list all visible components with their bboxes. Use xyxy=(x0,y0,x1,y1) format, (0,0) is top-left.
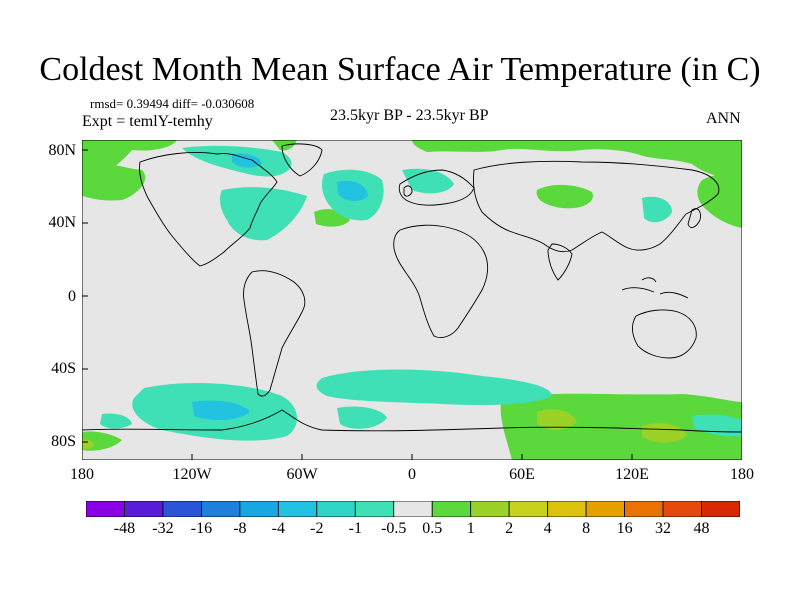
colorbar-swatch xyxy=(508,501,549,517)
colorbar-label: 8 xyxy=(582,520,591,537)
negative-anomaly-region xyxy=(337,406,387,429)
x-tick-label: 180 xyxy=(70,466,94,483)
x-tick-label: 60W xyxy=(286,466,318,483)
negative-anomaly-region xyxy=(402,168,454,194)
anomaly-patches xyxy=(82,140,742,460)
colorbar-label: -48 xyxy=(113,520,136,537)
colorbar-swatch xyxy=(124,501,164,517)
positive-anomaly-region xyxy=(697,173,742,228)
negative-anomaly-region xyxy=(642,196,672,223)
colorbar-label: 32 xyxy=(655,520,672,537)
world-temperature-map xyxy=(82,140,742,460)
x-tick-label: 120E xyxy=(615,466,649,483)
colorbar-label: 1 xyxy=(466,520,475,537)
colorbar-swatch xyxy=(585,501,625,517)
colorbar-swatch xyxy=(624,501,664,517)
coastline-indonesia xyxy=(621,277,689,299)
colorbar-swatch xyxy=(662,501,702,517)
colorbar-swatch xyxy=(86,501,125,517)
colorbar-swatch xyxy=(547,501,587,517)
positive-anomaly-region xyxy=(82,161,146,201)
colorbar-swatch xyxy=(701,501,740,517)
y-tick-label: 80N xyxy=(48,142,76,159)
rmsd-diff-stats: rmsd= 0.39494 diff= -0.030608 xyxy=(90,96,255,111)
colorbar-label: -4 xyxy=(271,520,285,537)
season-label: ANN xyxy=(706,110,741,127)
positive-anomaly-region xyxy=(537,409,577,430)
period-label: 23.5kyr BP - 23.5kyr BP xyxy=(330,107,489,124)
coastlines xyxy=(82,143,742,433)
positive-anomaly-region xyxy=(536,184,593,209)
colorbar-swatch xyxy=(162,501,202,517)
coastline-greenland xyxy=(281,143,323,177)
positive-anomaly-region xyxy=(412,140,742,182)
colorbar-label: -2 xyxy=(310,520,324,537)
figure-title: Coldest Month Mean Surface Air Temperatu… xyxy=(39,51,761,88)
positive-anomaly-region xyxy=(642,423,687,443)
x-tick-label: 0 xyxy=(408,466,416,483)
y-tick-label: 0 xyxy=(68,288,76,305)
negative-anomaly-region xyxy=(219,187,307,241)
coastline-south-america xyxy=(243,270,306,397)
colorbar-label: 16 xyxy=(616,520,633,537)
colorbar-label: 4 xyxy=(543,520,552,537)
colorbar-swatch xyxy=(431,501,472,517)
y-tick-label: 40N xyxy=(48,214,76,231)
coastline-uk xyxy=(403,185,413,197)
colorbar-swatch xyxy=(201,501,241,517)
experiment-label: Expt = temlY-temhy xyxy=(82,113,213,130)
negative-anomaly-core xyxy=(337,180,368,202)
x-tick-label: 60E xyxy=(509,466,535,483)
y-tick-label: 80S xyxy=(51,433,76,450)
negative-anomaly-region xyxy=(316,369,552,406)
colorbar-swatch xyxy=(316,501,356,517)
coastline-north-america xyxy=(139,152,278,267)
colorbar-label: -16 xyxy=(190,520,213,537)
positive-anomaly-region xyxy=(500,393,742,460)
colorbar-label: -32 xyxy=(152,520,174,537)
coastline-asia xyxy=(473,160,720,253)
negative-anomaly-core xyxy=(192,400,250,421)
colorbar-label: -1 xyxy=(348,520,362,537)
coastline-europe xyxy=(398,169,475,206)
colorbar-swatch xyxy=(239,501,279,517)
colorbar-label: 0.5 xyxy=(422,520,443,537)
coastline-australia xyxy=(631,309,697,359)
colorbar-label: -0.5 xyxy=(381,520,407,537)
negative-anomaly-region xyxy=(100,413,132,429)
x-tick-label: 120W xyxy=(172,466,212,483)
colorbar-swatch xyxy=(470,501,510,517)
colorbar-label: -8 xyxy=(233,520,247,537)
coastline-japan xyxy=(687,208,701,228)
colorbar-label: 2 xyxy=(505,520,514,537)
coastline-antarctica xyxy=(82,409,742,433)
tick-marks xyxy=(82,149,633,460)
colorbar-swatch xyxy=(277,501,318,517)
y-tick-label: 40S xyxy=(51,360,76,377)
coastline-africa xyxy=(393,224,489,339)
x-tick-label: 180 xyxy=(730,466,754,483)
colorbar xyxy=(86,501,740,517)
colorbar-swatch xyxy=(354,501,395,517)
colorbar-swatch xyxy=(393,501,433,517)
coastline-india xyxy=(547,243,573,281)
negative-anomaly-core xyxy=(232,153,262,168)
colorbar-label: 48 xyxy=(693,520,710,537)
